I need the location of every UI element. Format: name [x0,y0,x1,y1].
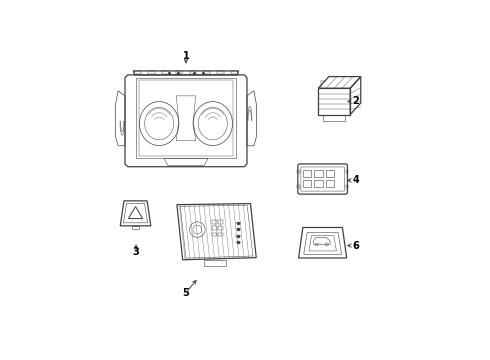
Bar [212,226,217,230]
Bar [297,170,300,173]
Bar [162,71,169,74]
Bar [190,71,196,74]
Bar [326,170,334,177]
Bar [203,71,210,74]
Bar [219,226,223,230]
FancyBboxPatch shape [298,164,347,194]
Bar [219,233,223,237]
Text: 6: 6 [352,240,359,251]
Bar [148,71,155,74]
Bar [326,180,334,187]
Bar [231,71,238,74]
Bar [134,71,141,74]
Bar [314,180,322,187]
Bar [302,170,311,177]
Text: 1: 1 [183,51,189,61]
Polygon shape [298,228,347,258]
Bar [217,71,224,74]
Text: 4: 4 [352,175,359,185]
Text: 3: 3 [133,247,140,257]
Bar [297,185,300,188]
Bar [302,180,311,187]
Bar [345,170,348,173]
Bar [345,185,348,188]
Bar [212,220,217,224]
Bar [219,220,223,224]
Text: 2: 2 [352,96,359,107]
Bar [176,71,182,74]
Bar [212,233,217,237]
Bar [314,170,322,177]
Text: 5: 5 [183,288,189,298]
